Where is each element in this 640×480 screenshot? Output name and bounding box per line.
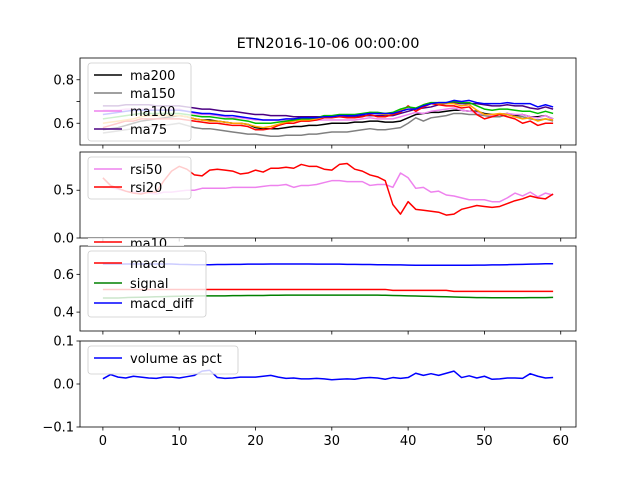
ytick-label: 0.6 bbox=[53, 268, 74, 283]
legend-overflow-ma10: ma10 bbox=[88, 237, 184, 252]
panel-macd-frame bbox=[79, 245, 577, 332]
legend-label-macd: macd bbox=[130, 257, 166, 272]
legend-label-signal: signal bbox=[130, 277, 168, 292]
legend-macd: macd signal macd_diff bbox=[87, 250, 207, 318]
series-line-volume as pct bbox=[102, 369, 554, 381]
legend-volume: volume as pct bbox=[87, 345, 239, 375]
panel-volume: −0.1 0.0 0.1 volume as pct bbox=[42, 335, 577, 436]
ytick-label: 0.0 bbox=[53, 232, 74, 247]
xtick-label: 50 bbox=[476, 434, 493, 449]
legend-frame bbox=[87, 156, 192, 200]
panel-macd: 0.4 0.6 macd signal macd_diff bbox=[53, 245, 577, 335]
ytick-label: 0.5 bbox=[53, 184, 74, 199]
legend-label-volume as pct: volume as pct bbox=[130, 352, 222, 367]
xtick-label: 0 bbox=[99, 434, 107, 449]
panel-rsi-frame bbox=[79, 151, 577, 239]
chart-title: ETN2016-10-06 00:00:00 bbox=[237, 36, 420, 52]
legend-frame bbox=[87, 250, 207, 318]
panel-ma: 0.6 0.8 ma200 ma150 ma100 ma75 bbox=[53, 57, 577, 149]
panel-volume-series bbox=[102, 369, 554, 381]
legend-overflow-bg bbox=[88, 238, 184, 246]
ytick-label: −0.1 bbox=[42, 421, 74, 436]
panel-rsi: 0.0 0.5 rsi50 rsi20 bbox=[53, 151, 577, 247]
ytick-label: 0.0 bbox=[53, 378, 74, 393]
legend-frame bbox=[87, 62, 192, 142]
legend-label-ma200: ma200 bbox=[130, 69, 175, 84]
legend-label-ma75: ma75 bbox=[130, 123, 167, 138]
legend-rsi: rsi50 rsi20 bbox=[87, 156, 192, 200]
xtick-label: 10 bbox=[171, 434, 188, 449]
xtick-label: 60 bbox=[552, 434, 569, 449]
xtick-label: 30 bbox=[324, 434, 341, 449]
legend-frame bbox=[87, 345, 239, 375]
ytick-label: 0.8 bbox=[53, 73, 74, 88]
legend-label-ma150: ma150 bbox=[130, 87, 175, 102]
legend-label-ma100: ma100 bbox=[130, 105, 175, 120]
ytick-label: 0.1 bbox=[53, 335, 74, 350]
legend-label-macd_diff: macd_diff bbox=[130, 297, 194, 312]
ytick-label: 0.4 bbox=[53, 306, 74, 321]
legend-ma: ma200 ma150 ma100 ma75 bbox=[87, 62, 192, 142]
legend-label-ma10: ma10 bbox=[130, 237, 167, 252]
ytick-label: 0.6 bbox=[53, 117, 74, 132]
legend-label-rsi50: rsi50 bbox=[130, 163, 162, 178]
xtick-label: 20 bbox=[247, 434, 264, 449]
xtick-label: 40 bbox=[400, 434, 417, 449]
legend-label-rsi20: rsi20 bbox=[130, 181, 162, 196]
